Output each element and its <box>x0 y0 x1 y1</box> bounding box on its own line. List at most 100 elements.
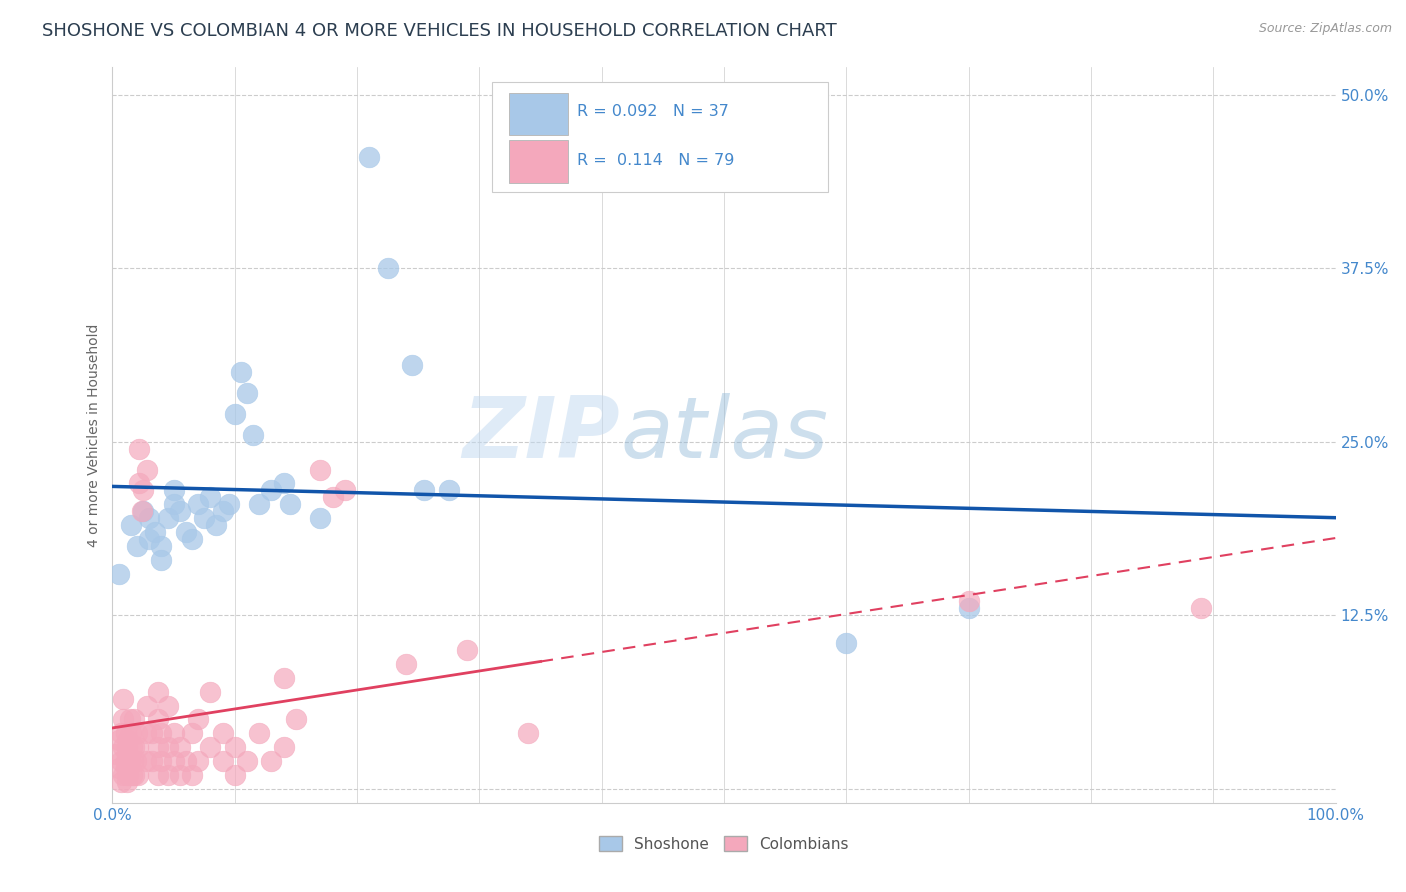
Point <box>115 740 138 755</box>
Point <box>224 740 246 755</box>
Point <box>187 754 209 768</box>
Point <box>247 726 270 740</box>
Point <box>150 553 173 567</box>
Point <box>236 386 259 401</box>
Point <box>115 775 138 789</box>
Point <box>163 497 186 511</box>
Point <box>333 483 356 498</box>
Point <box>273 671 295 685</box>
Point <box>120 726 142 740</box>
Point <box>247 497 270 511</box>
Point <box>107 733 129 747</box>
Point <box>110 775 132 789</box>
Point <box>131 504 153 518</box>
Point <box>273 476 295 491</box>
Point <box>211 754 233 768</box>
Point <box>211 504 233 518</box>
Point <box>110 726 132 740</box>
Point <box>120 518 142 533</box>
Point <box>135 698 157 713</box>
Point <box>125 754 148 768</box>
Point <box>224 768 246 782</box>
Point <box>377 261 399 276</box>
Point <box>200 740 222 755</box>
Point <box>132 483 155 498</box>
Point <box>118 754 141 768</box>
Point <box>169 504 191 518</box>
Point <box>1189 601 1212 615</box>
Point <box>117 733 139 747</box>
Point <box>156 768 179 782</box>
Point <box>200 491 222 505</box>
Point <box>156 511 179 525</box>
Point <box>150 754 173 768</box>
Point <box>169 768 191 782</box>
Point <box>309 462 332 476</box>
Point <box>284 713 308 727</box>
Point <box>181 532 204 546</box>
Text: ZIP: ZIP <box>463 393 620 476</box>
Point <box>146 740 169 755</box>
Text: SHOSHONE VS COLOMBIAN 4 OR MORE VEHICLES IN HOUSEHOLD CORRELATION CHART: SHOSHONE VS COLOMBIAN 4 OR MORE VEHICLES… <box>42 22 837 40</box>
Point <box>112 740 135 755</box>
Point <box>242 428 264 442</box>
Point <box>187 713 209 727</box>
Point <box>134 726 156 740</box>
Point <box>107 566 129 581</box>
Point <box>456 643 478 657</box>
Point <box>121 768 143 782</box>
Point <box>395 657 418 671</box>
Text: atlas: atlas <box>620 393 828 476</box>
Point <box>146 713 169 727</box>
Point <box>273 740 295 755</box>
Point <box>200 684 222 698</box>
FancyBboxPatch shape <box>492 81 828 192</box>
Point <box>143 524 166 539</box>
Point <box>187 497 209 511</box>
Point <box>141 754 163 768</box>
Point <box>413 483 436 498</box>
Point <box>134 754 156 768</box>
Point <box>127 740 149 755</box>
Point <box>112 713 135 727</box>
Point <box>163 483 186 498</box>
Point <box>146 684 169 698</box>
Point <box>309 511 332 525</box>
Point <box>218 497 240 511</box>
Point <box>115 726 138 740</box>
Point <box>174 524 197 539</box>
Point <box>124 740 146 755</box>
Point <box>163 754 186 768</box>
Point <box>193 511 215 525</box>
Point <box>128 442 150 456</box>
Point <box>156 740 179 755</box>
Point <box>138 532 160 546</box>
Point <box>517 726 540 740</box>
Point <box>124 713 146 727</box>
Point <box>112 691 135 706</box>
Point <box>146 768 169 782</box>
Point <box>278 497 301 511</box>
FancyBboxPatch shape <box>509 140 568 183</box>
Point <box>174 754 197 768</box>
Point <box>205 518 228 533</box>
Point <box>125 539 148 553</box>
Point <box>260 754 283 768</box>
Point <box>127 768 149 782</box>
Point <box>125 726 148 740</box>
Point <box>229 365 252 379</box>
Point <box>124 768 146 782</box>
Point <box>107 761 129 775</box>
Point <box>169 740 191 755</box>
Point <box>957 601 980 615</box>
Point <box>115 761 138 775</box>
Point <box>128 476 150 491</box>
Point <box>117 768 139 782</box>
Point <box>141 726 163 740</box>
Point <box>957 594 980 608</box>
Point <box>322 491 344 505</box>
Point <box>260 483 283 498</box>
Point <box>132 504 155 518</box>
Point <box>156 698 179 713</box>
Point <box>135 462 157 476</box>
